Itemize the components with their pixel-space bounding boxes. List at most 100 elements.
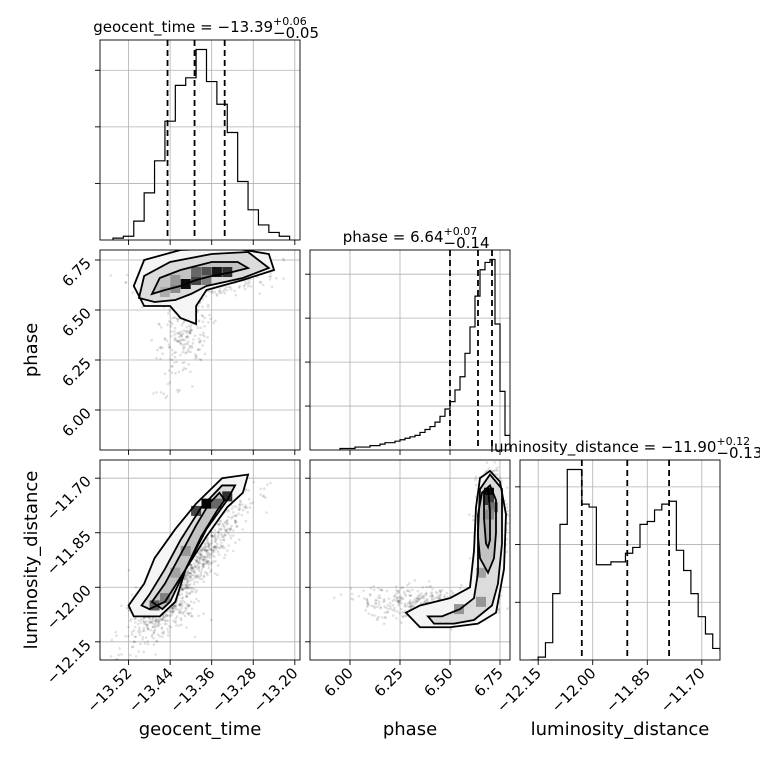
sample-point: [222, 535, 226, 539]
sample-point: [181, 350, 185, 354]
sample-point: [186, 569, 189, 573]
sample-point: [227, 515, 230, 519]
sample-point: [153, 628, 157, 632]
sample-point: [487, 467, 491, 470]
sample-point: [153, 624, 157, 628]
sample-point: [180, 333, 184, 337]
sample-point: [419, 597, 422, 600]
sample-point: [191, 567, 195, 570]
sample-point: [155, 391, 158, 394]
sample-point: [224, 285, 228, 289]
sample-point: [189, 325, 192, 329]
sample-point: [170, 613, 173, 617]
sample-point: [197, 599, 200, 603]
sample-point: [219, 519, 223, 523]
sample-point: [174, 620, 177, 623]
sample-point: [417, 594, 420, 598]
joint-content: [109, 250, 286, 400]
sample-point: [217, 553, 221, 556]
sample-point: [376, 617, 379, 620]
sample-point: [167, 630, 170, 634]
sample-point: [221, 522, 225, 526]
sample-point: [181, 361, 185, 365]
sample-point: [190, 614, 194, 618]
sample-point: [188, 592, 192, 595]
sample-point: [221, 524, 225, 527]
sample-point: [160, 626, 164, 629]
sample-point: [160, 618, 164, 621]
sample-point: [173, 355, 177, 359]
sample-point: [186, 604, 190, 608]
sample-point: [188, 330, 192, 333]
x-tick-label: −12.00: [548, 664, 600, 716]
sample-point: [179, 342, 182, 345]
histogram-bin: [604, 565, 611, 660]
sample-point: [168, 610, 172, 613]
sample-point: [506, 522, 510, 525]
contour-line: [150, 261, 251, 296]
sample-point: [220, 291, 223, 294]
histogram-bin: [684, 571, 691, 660]
sample-point: [198, 550, 202, 553]
sample-point: [244, 487, 248, 491]
histogram-bin: [385, 443, 390, 450]
sample-point: [400, 607, 403, 611]
panel-frame: [99, 249, 301, 451]
sample-point: [174, 316, 177, 320]
sample-point: [217, 522, 220, 526]
histogram-bin: [662, 504, 669, 660]
density-cell: [201, 267, 212, 277]
sample-point: [180, 602, 184, 606]
sample-point: [181, 332, 185, 336]
sample-point: [201, 344, 204, 347]
sample-point: [136, 663, 139, 666]
sample-point: [209, 317, 213, 321]
sample-point: [430, 592, 433, 595]
sample-point: [430, 591, 434, 594]
sample-point: [261, 283, 265, 287]
sample-point: [387, 607, 390, 611]
sample-point: [468, 513, 471, 516]
sample-point: [399, 596, 403, 600]
sample-point: [186, 336, 190, 339]
panel-title-subscript: −0.13: [716, 444, 760, 462]
sample-point: [145, 623, 149, 627]
sample-point: [144, 623, 148, 626]
sample-point: [205, 571, 208, 575]
sample-point: [391, 614, 395, 617]
sample-point: [199, 326, 202, 330]
sample-point: [169, 325, 173, 328]
density-cell: [170, 275, 181, 285]
sample-point: [372, 585, 376, 588]
histogram-bin: [713, 648, 720, 660]
sample-point: [384, 616, 387, 620]
sample-point: [187, 612, 191, 615]
sample-point: [198, 556, 201, 560]
sample-point: [220, 545, 224, 548]
sample-point: [233, 289, 236, 293]
sample-point: [368, 594, 372, 597]
sample-point: [397, 601, 400, 604]
sample-point: [197, 575, 200, 579]
sample-point: [410, 606, 413, 609]
sample-point: [134, 635, 138, 639]
sample-point: [189, 575, 192, 579]
sample-point: [216, 530, 220, 534]
sample-point: [203, 352, 207, 356]
sample-point: [383, 605, 386, 609]
histogram-bin: [553, 594, 560, 660]
sample-point: [499, 594, 503, 597]
sample-point: [172, 611, 175, 614]
sample-point: [349, 587, 353, 590]
sample-point: [204, 557, 207, 561]
sample-point: [138, 633, 142, 636]
sample-point: [201, 297, 205, 301]
sample-point: [185, 607, 188, 610]
sample-point: [180, 587, 183, 591]
histogram-bin: [655, 510, 662, 660]
density-cell: [201, 498, 212, 509]
x-axis-label: geocent_time: [139, 719, 262, 740]
sample-point: [171, 364, 174, 368]
histogram-bin: [175, 85, 185, 240]
sample-point: [222, 538, 225, 542]
